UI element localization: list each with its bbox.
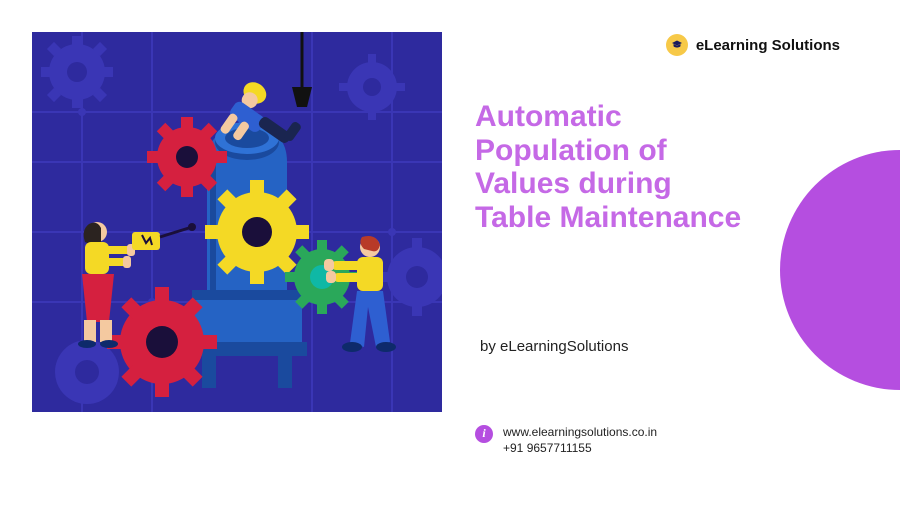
contact-website: www.elearningsolutions.co.in — [503, 424, 657, 440]
contact-block: i www.elearningsolutions.co.in +91 96577… — [475, 424, 657, 456]
page-title: Automatic Population of Values during Ta… — [475, 100, 755, 234]
accent-circle — [780, 150, 900, 390]
brand-logo: eLearning Solutions — [666, 34, 840, 56]
byline-text: by eLearningSolutions — [480, 338, 628, 355]
info-icon: i — [475, 425, 493, 443]
contact-phone: +91 9657711155 — [503, 440, 657, 456]
hero-illustration — [32, 32, 442, 412]
illustration-svg — [32, 32, 442, 412]
brand-name: eLearning Solutions — [696, 37, 840, 54]
graduation-cap-icon — [666, 34, 688, 56]
